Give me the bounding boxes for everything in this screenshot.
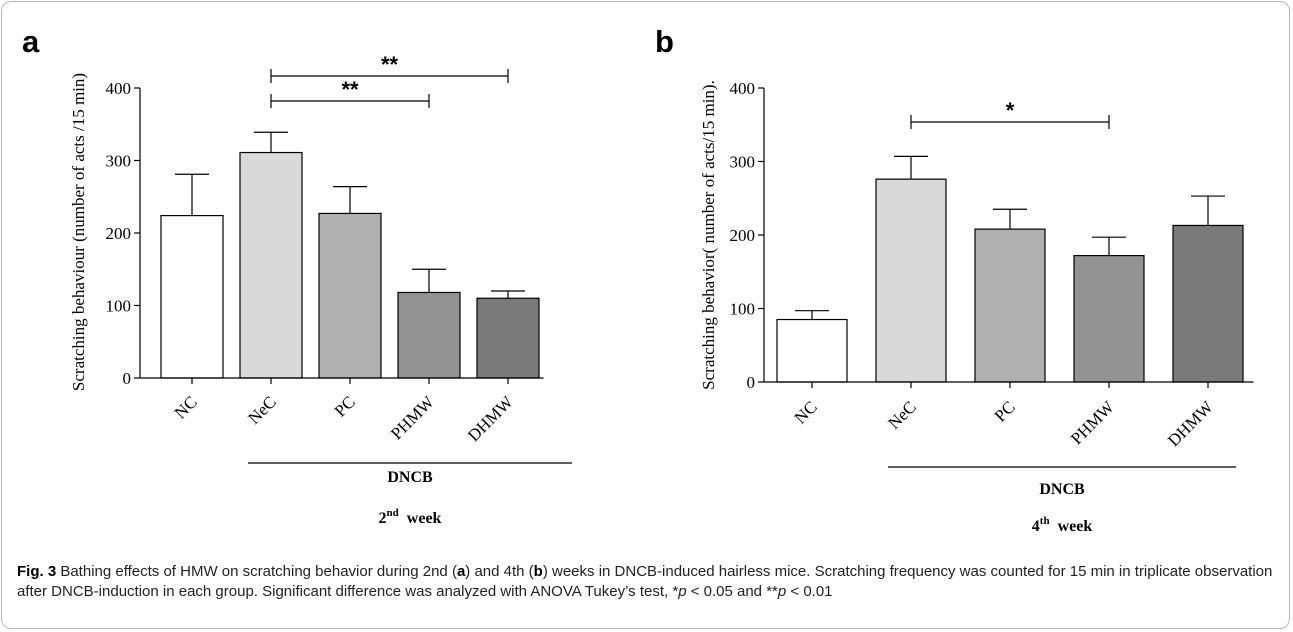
panel-b-bar-nc (776, 318, 848, 383)
panel-a-y-tick-label: 300 (106, 152, 132, 171)
panel-b-y-tick-label: 300 (730, 153, 756, 172)
panel-a-week-label: 2nd week (379, 507, 442, 527)
panel-b-bar-phmw (1073, 254, 1145, 383)
panel-a-bar-phmw (397, 291, 461, 379)
panel-b-week-label: 4th week (1032, 515, 1093, 535)
week-word: week (1058, 518, 1093, 535)
caption-text-4: < 0.05 and (686, 583, 767, 600)
figure-label: Fig. 3 (17, 563, 57, 580)
caption-text-2: ) and 4th ( (465, 563, 534, 580)
week-superscript: nd (387, 507, 399, 519)
panel-b-x-tick-label: NC (791, 397, 821, 427)
panel-a-y-tick-label: 0 (123, 369, 132, 388)
panel-a-x-tick-label: NC (171, 392, 201, 422)
panel-b-group-label: DNCB (1039, 481, 1085, 498)
panel-a-bar-pc (318, 212, 382, 379)
panel-a-y-tick-label: 400 (106, 79, 132, 98)
caption-text-1: Bathing effects of HMW on scratching beh… (56, 563, 457, 580)
caption-text-3: ) weeks in DNCB-induced hairless mice. S… (17, 563, 1273, 600)
panel-b-y-tick-label: 100 (730, 300, 756, 319)
panel-b-y-tick-label: 400 (730, 79, 756, 98)
panel-b-x-tick-label: NeC (884, 397, 919, 432)
panel-a-y-tick-label: 100 (106, 297, 132, 316)
panel-b-x-tick-label: PHMW (1067, 397, 1119, 449)
panel-a-sig-label: ** (381, 52, 399, 77)
caption-panel-b: b (533, 563, 543, 580)
panel-b-letter: b (655, 24, 674, 59)
panel-a-y-tick-label: 200 (106, 224, 132, 243)
panel-a-y-axis-label: Scratching behaviour (number of acts /15… (69, 73, 88, 391)
panel-b-y-tick-label: 200 (730, 226, 756, 245)
week-number: 2 (379, 510, 387, 527)
caption-text-5: < 0.01 (786, 583, 833, 600)
figure-caption: Fig. 3 Bathing effects of HMW on scratch… (17, 562, 1279, 602)
caption-star-1: * (672, 583, 679, 600)
panel-a-x-tick-label: PHMW (387, 392, 439, 444)
panel-a-x-tick-label: DHMW (464, 392, 518, 446)
panel-b-y-tick-label: 0 (747, 373, 756, 392)
panel-b-x-tick-label: PC (991, 397, 1019, 425)
week-word: week (407, 510, 442, 527)
panel-a-letter: a (22, 24, 40, 59)
panel-b-sig-label: * (1006, 98, 1015, 123)
panel-a-bar-nc (160, 215, 224, 379)
caption-p-1: p (678, 583, 687, 600)
caption-star-2: ** (766, 583, 778, 600)
panel-a-x-tick-label: NeC (244, 392, 279, 427)
caption-p-2: p (777, 583, 787, 600)
panel-a-sig-label: ** (341, 77, 359, 102)
panel-a-x-tick-label: PC (331, 392, 359, 420)
panel-a-bar-dhmw (476, 297, 540, 379)
figure-charts: a 0 100 200 300 400 Scratching behaviour (numb… (22, 24, 1254, 535)
panel-b-bar-dhmw (1172, 224, 1244, 383)
week-superscript: th (1040, 515, 1050, 527)
week-number: 4 (1032, 518, 1040, 535)
panel-a-bar-nec (239, 151, 303, 379)
panel-b-bar-nec (875, 178, 947, 383)
panel-b-bar-pc (974, 228, 1046, 383)
panel-a-group-label: DNCB (387, 469, 433, 486)
caption-panel-a: a (456, 563, 466, 580)
panel-b-x-tick-label: DHMW (1164, 397, 1218, 451)
panel-b-y-axis-label: Scratching behavior( number of acts/15 m… (699, 80, 718, 390)
